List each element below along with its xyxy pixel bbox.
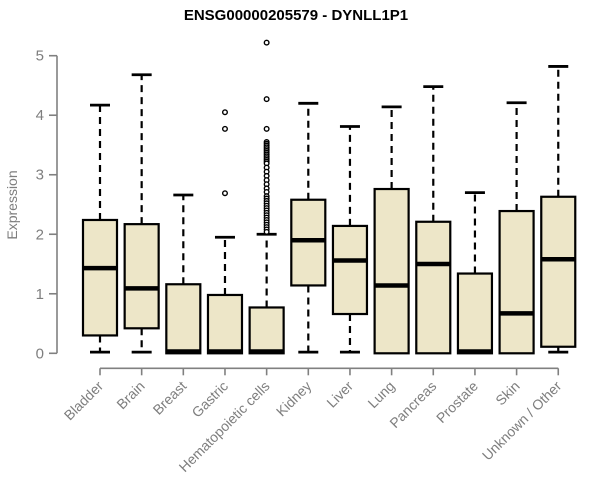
x-tick-label-skin: Skin bbox=[492, 378, 523, 409]
box bbox=[165, 283, 202, 355]
chart-title: ENSG00000205579 - DYNLL1P1 bbox=[184, 7, 408, 24]
box bbox=[456, 272, 494, 355]
outlier-point bbox=[263, 228, 270, 235]
box bbox=[290, 198, 327, 287]
boxplot-brain bbox=[123, 73, 160, 354]
boxplot-bladder bbox=[81, 103, 119, 354]
box bbox=[206, 293, 244, 355]
outlier-point bbox=[263, 125, 270, 132]
boxplot-unknown-other bbox=[540, 65, 577, 354]
x-tick-label-breast: Breast bbox=[150, 378, 190, 418]
boxplot-breast bbox=[165, 193, 202, 355]
y-tick-label: 1 bbox=[36, 286, 44, 303]
outlier-point bbox=[221, 125, 228, 132]
boxplot-prostate bbox=[456, 191, 494, 355]
outlier-point bbox=[263, 96, 270, 103]
box bbox=[81, 218, 119, 337]
x-tick-label-liver: Liver bbox=[323, 378, 356, 411]
box bbox=[415, 220, 452, 355]
y-tick-label: 0 bbox=[36, 345, 44, 362]
y-tick-label: 2 bbox=[36, 226, 44, 243]
y-tick-label: 3 bbox=[36, 167, 44, 184]
boxplot-liver bbox=[331, 125, 369, 354]
box bbox=[123, 223, 160, 330]
x-tick-label-unknown-other: Unknown / Other bbox=[479, 378, 565, 464]
boxplot-gastric bbox=[206, 109, 244, 355]
y-tick-label: 4 bbox=[36, 107, 44, 124]
x-tick-label-prostate: Prostate bbox=[433, 378, 481, 426]
box bbox=[373, 187, 410, 355]
boxplot-hematopoietic-cells bbox=[248, 39, 285, 355]
box bbox=[331, 224, 369, 316]
y-tick-label: 5 bbox=[36, 48, 44, 65]
boxplot-skin bbox=[498, 101, 535, 355]
x-tick-label-brain: Brain bbox=[113, 378, 147, 412]
boxplot-pancreas bbox=[415, 85, 452, 355]
outlier-point bbox=[221, 109, 228, 116]
box bbox=[248, 306, 285, 355]
box bbox=[498, 209, 535, 355]
x-tick-label-lung: Lung bbox=[364, 378, 397, 411]
boxplot-lung bbox=[373, 105, 410, 355]
outlier-point bbox=[263, 39, 270, 46]
outlier-point bbox=[221, 190, 228, 197]
y-axis-label: Expression bbox=[4, 170, 20, 239]
box bbox=[540, 195, 577, 348]
x-tick-label-kidney: Kidney bbox=[273, 378, 315, 420]
x-tick-label-bladder: Bladder bbox=[61, 378, 107, 424]
boxplot-kidney bbox=[290, 101, 327, 354]
